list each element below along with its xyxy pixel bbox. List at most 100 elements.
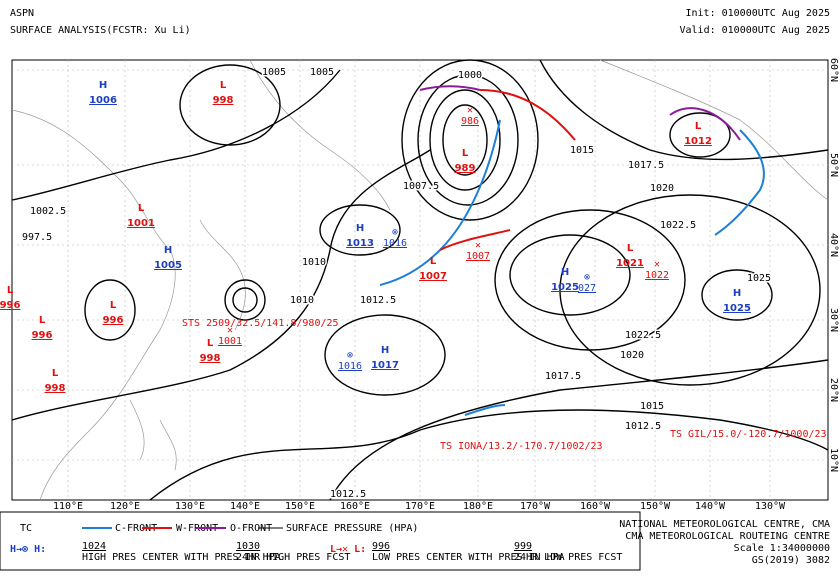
isobar-label: 1007.5: [403, 181, 439, 192]
footer-centre: NATIONAL METEOROLOGICAL CENTRE, CMA: [619, 519, 830, 530]
header-init: Init: 010000UTC Aug 2025: [686, 8, 831, 19]
legend-low-fcst-value: 999: [514, 541, 532, 552]
center-pressure: 1025: [723, 303, 751, 314]
storm-label: TS GIL/15.0/-120.7/1000/23: [670, 429, 827, 440]
isobar-label: 1022.5: [660, 220, 696, 231]
isobar-label: 1022.5: [625, 330, 661, 341]
legend-low-fcst-text: 24HR LOW PRES FCST: [514, 552, 622, 563]
header-valid: Valid: 010000UTC Aug 2025: [679, 25, 830, 36]
latitude-label: 50°N: [828, 153, 839, 177]
center-letter: L: [627, 243, 634, 254]
isobar-label: 1017.5: [545, 371, 581, 382]
center-pressure: 996: [32, 330, 53, 341]
forecast-symbol: ✕: [467, 105, 473, 116]
legend: TC C-FRONT W-FRONT O-FRONT SURFACE PRESS…: [10, 523, 622, 563]
forecast-symbol: ⊗: [392, 227, 398, 238]
center-letter: H: [561, 267, 569, 278]
isobar-label: 1020: [620, 350, 644, 361]
isobar-label: 1002.5: [30, 206, 66, 217]
center-letter: H: [99, 80, 107, 91]
center-letter: L: [52, 368, 59, 379]
forecast-pressure: 1022: [645, 270, 669, 281]
legend-occluded: O-FRONT: [230, 523, 272, 534]
center-letter: L: [220, 80, 227, 91]
latitude-label: 10°N: [828, 448, 839, 472]
latitude-label: 40°N: [828, 233, 839, 257]
header-title: ASPN: [10, 8, 34, 19]
forecast-pressure: 1001: [218, 336, 242, 347]
latitude-label: 20°N: [828, 378, 839, 402]
forecast-pressure: 1007: [466, 251, 490, 262]
center-pressure: 1005: [154, 260, 182, 271]
center-pressure: 1007: [419, 271, 447, 282]
legend-high-fcst-value: 1030: [236, 541, 260, 552]
center-pressure: 996: [0, 300, 20, 311]
isobar-label: 1025: [747, 273, 771, 284]
center-pressure: 1006: [89, 95, 117, 106]
footer-code: GS(2019) 3082: [752, 555, 830, 566]
forecast-symbol: ✕: [475, 240, 481, 251]
longitude-label: 110°E: [53, 501, 83, 512]
forecast-pressure: 986: [461, 116, 479, 127]
center-letter: H: [356, 223, 364, 234]
longitude-label: 170°W: [520, 501, 551, 512]
forecast-pressure: 027: [578, 283, 596, 294]
center-letter: H: [164, 245, 172, 256]
center-letter: L: [430, 256, 437, 267]
legend-tc: TC: [20, 523, 32, 534]
center-pressure: 996: [103, 315, 124, 326]
center-letter: L: [138, 203, 145, 214]
center-pressure: 1013: [346, 238, 374, 249]
coastlines: [11, 59, 829, 501]
center-letter: L: [695, 121, 702, 132]
center-letter: L: [7, 285, 14, 296]
legend-l-symbol: L→✕ L:: [330, 544, 366, 555]
legend-high-text: HIGH PRES CENTER WITH PRES IN HPA: [82, 552, 281, 563]
isobar-label: 1012.5: [625, 421, 661, 432]
forecast-pressure: 1016: [383, 238, 407, 249]
latitude-label: 30°N: [828, 308, 839, 332]
storm-label: TS IONA/13.2/-170.7/1002/23: [440, 441, 603, 452]
center-letter: L: [207, 338, 214, 349]
forecast-symbol: ⊗: [347, 350, 353, 361]
center-letter: H: [381, 345, 389, 356]
center-letter: L: [110, 300, 117, 311]
center-letter: L: [39, 315, 46, 326]
center-pressure: 1021: [616, 258, 644, 269]
legend-h-symbol: H→⊗ H:: [10, 544, 46, 555]
longitude-label: 150°E: [285, 501, 315, 512]
center-pressure: 1025: [551, 282, 579, 293]
longitude-label: 140°W: [695, 501, 726, 512]
isobar-label: 1012.5: [360, 295, 396, 306]
center-pressure: 1001: [127, 218, 155, 229]
forecast-symbol: ✕: [654, 259, 660, 270]
longitude-label: 160°W: [580, 501, 611, 512]
isobar-label: 1000: [458, 70, 482, 81]
header-subtitle: SURFACE ANALYSIS(FCSTR: Xu Li): [10, 25, 191, 36]
graticule: 110°E 120°E 130°E 140°E 150°E 160°E 170°E 180°E…: [12, 58, 839, 512]
isobar-label: 1015: [570, 145, 594, 156]
longitude-label: 180°E: [463, 501, 493, 512]
legend-box: [0, 511, 641, 571]
isobar-label: 1005: [310, 67, 334, 78]
isobar-label: 997.5: [22, 232, 52, 243]
longitude-label: 130°E: [175, 501, 205, 512]
footer-scale: Scale 1:34000000: [734, 543, 830, 554]
legend-cold: C-FRONT: [115, 523, 157, 534]
center-pressure: 998: [45, 383, 66, 394]
longitude-label: 150°W: [640, 501, 671, 512]
isobar-label: 1017.5: [628, 160, 664, 171]
longitude-label: 160°E: [340, 501, 370, 512]
footer-routeing: CMA METEOROLOGICAL ROUTEING CENTRE: [625, 531, 830, 542]
fronts: [379, 85, 765, 416]
map-annotations: H 1006 L 998 L 1001 H 1005 L 996 L 996 L 996 L 998 L 998 H…: [0, 66, 827, 502]
legend-low-text: LOW PRES CENTER WITH PRES IN HPA: [372, 552, 565, 563]
center-pressure: 998: [213, 95, 234, 106]
longitude-label: 120°E: [110, 501, 140, 512]
center-pressure: 1012: [684, 136, 712, 147]
latitude-label: 60°N: [828, 58, 839, 82]
longitude-label: 140°E: [230, 501, 260, 512]
legend-high-value: 1024: [82, 541, 106, 552]
longitude-label: 170°E: [405, 501, 435, 512]
